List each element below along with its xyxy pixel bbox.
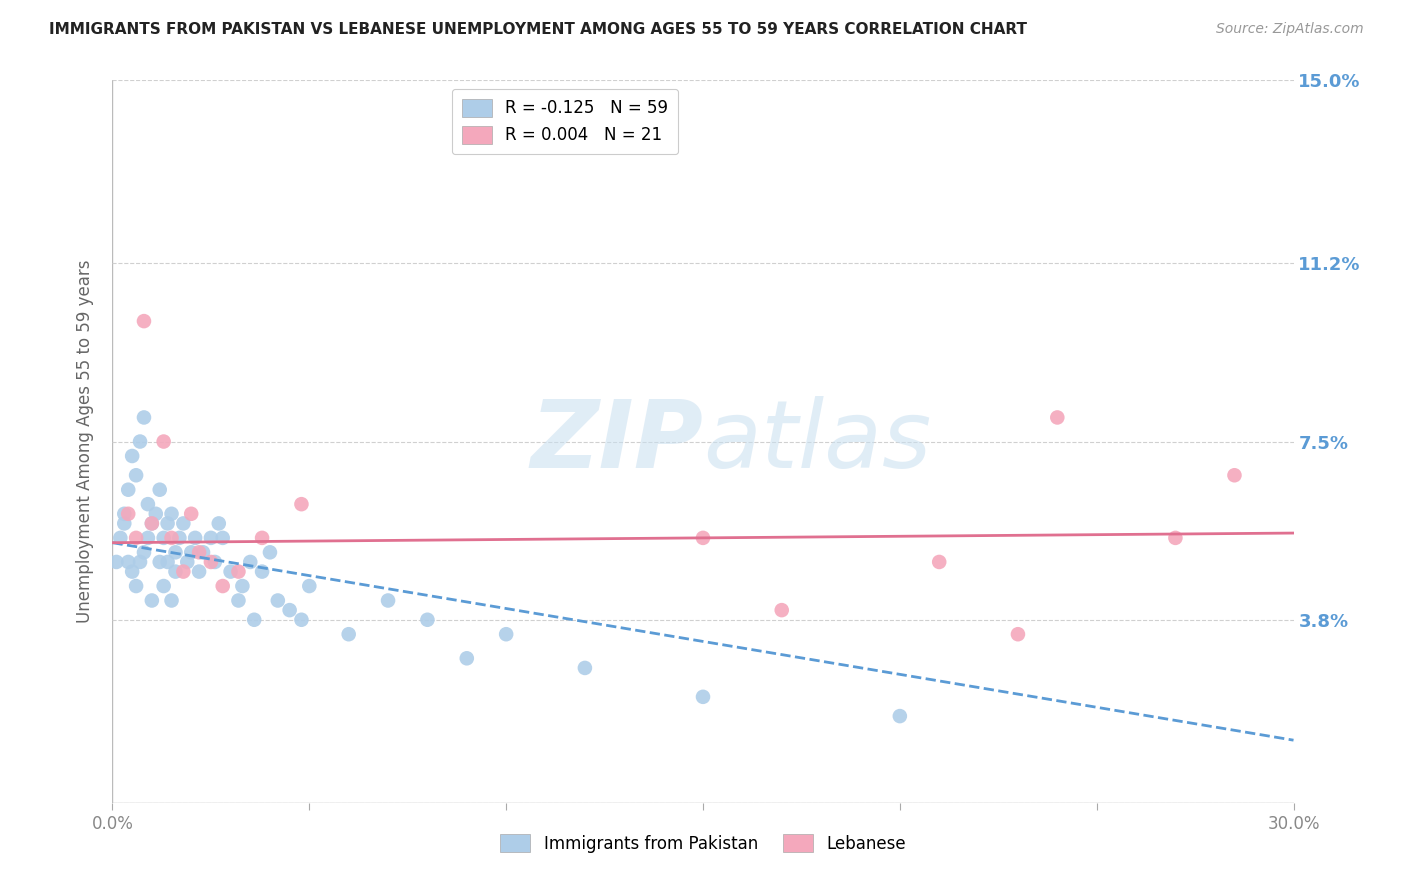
Point [152, 434, 174, 449]
Point [191, 545, 214, 559]
Point [132, 410, 155, 425]
Point [188, 545, 211, 559]
Point [1046, 410, 1069, 425]
Point [188, 565, 211, 579]
Point [132, 545, 155, 559]
Point [160, 593, 183, 607]
Point [211, 579, 233, 593]
Point [204, 555, 226, 569]
Point [110, 531, 132, 545]
Point [117, 555, 139, 569]
Point [495, 627, 517, 641]
Point [176, 555, 198, 569]
Legend: Immigrants from Pakistan, Lebanese: Immigrants from Pakistan, Lebanese [494, 828, 912, 860]
Point [121, 565, 143, 579]
Point [125, 468, 148, 483]
Point [160, 531, 183, 545]
Point [456, 651, 478, 665]
Point [416, 613, 439, 627]
Point [278, 603, 301, 617]
Point [165, 565, 187, 579]
Point [136, 497, 159, 511]
Point [149, 555, 172, 569]
Point [145, 507, 167, 521]
Text: ZIP: ZIP [530, 395, 703, 488]
Point [129, 555, 152, 569]
Point [156, 516, 179, 531]
Point [169, 531, 191, 545]
Point [125, 531, 148, 545]
Point [200, 531, 222, 545]
Point [219, 565, 242, 579]
Point [228, 565, 250, 579]
Point [125, 579, 148, 593]
Point [250, 531, 273, 545]
Point [200, 555, 222, 569]
Point [259, 545, 281, 559]
Point [129, 434, 152, 449]
Point [172, 565, 194, 579]
Point [267, 593, 290, 607]
Point [132, 314, 155, 328]
Text: IMMIGRANTS FROM PAKISTAN VS LEBANESE UNEMPLOYMENT AMONG AGES 55 TO 59 YEARS CORR: IMMIGRANTS FROM PAKISTAN VS LEBANESE UNE… [49, 22, 1028, 37]
Point [184, 531, 207, 545]
Point [180, 545, 202, 559]
Point [692, 531, 714, 545]
Point [1164, 531, 1187, 545]
Point [211, 531, 233, 545]
Point [337, 627, 360, 641]
Point [377, 593, 399, 607]
Point [208, 516, 231, 531]
Point [239, 555, 262, 569]
Y-axis label: Unemployment Among Ages 55 to 59 years: Unemployment Among Ages 55 to 59 years [76, 260, 94, 624]
Point [136, 531, 159, 545]
Point [141, 516, 163, 531]
Point [1007, 627, 1029, 641]
Point [889, 709, 911, 723]
Point [105, 555, 128, 569]
Point [172, 516, 194, 531]
Point [243, 613, 266, 627]
Point [117, 483, 139, 497]
Point [112, 507, 135, 521]
Point [152, 531, 174, 545]
Point [149, 483, 172, 497]
Point [692, 690, 714, 704]
Point [1223, 468, 1246, 483]
Text: Source: ZipAtlas.com: Source: ZipAtlas.com [1216, 22, 1364, 37]
Point [112, 516, 135, 531]
Point [156, 555, 179, 569]
Point [574, 661, 596, 675]
Point [298, 579, 321, 593]
Point [928, 555, 950, 569]
Point [160, 507, 183, 521]
Point [117, 507, 139, 521]
Point [141, 516, 163, 531]
Point [290, 613, 312, 627]
Point [152, 579, 174, 593]
Point [165, 545, 187, 559]
Point [231, 579, 253, 593]
Point [141, 593, 163, 607]
Point [290, 497, 312, 511]
Point [180, 507, 202, 521]
Text: atlas: atlas [703, 396, 931, 487]
Point [250, 565, 273, 579]
Point [228, 593, 250, 607]
Point [770, 603, 793, 617]
Point [121, 449, 143, 463]
